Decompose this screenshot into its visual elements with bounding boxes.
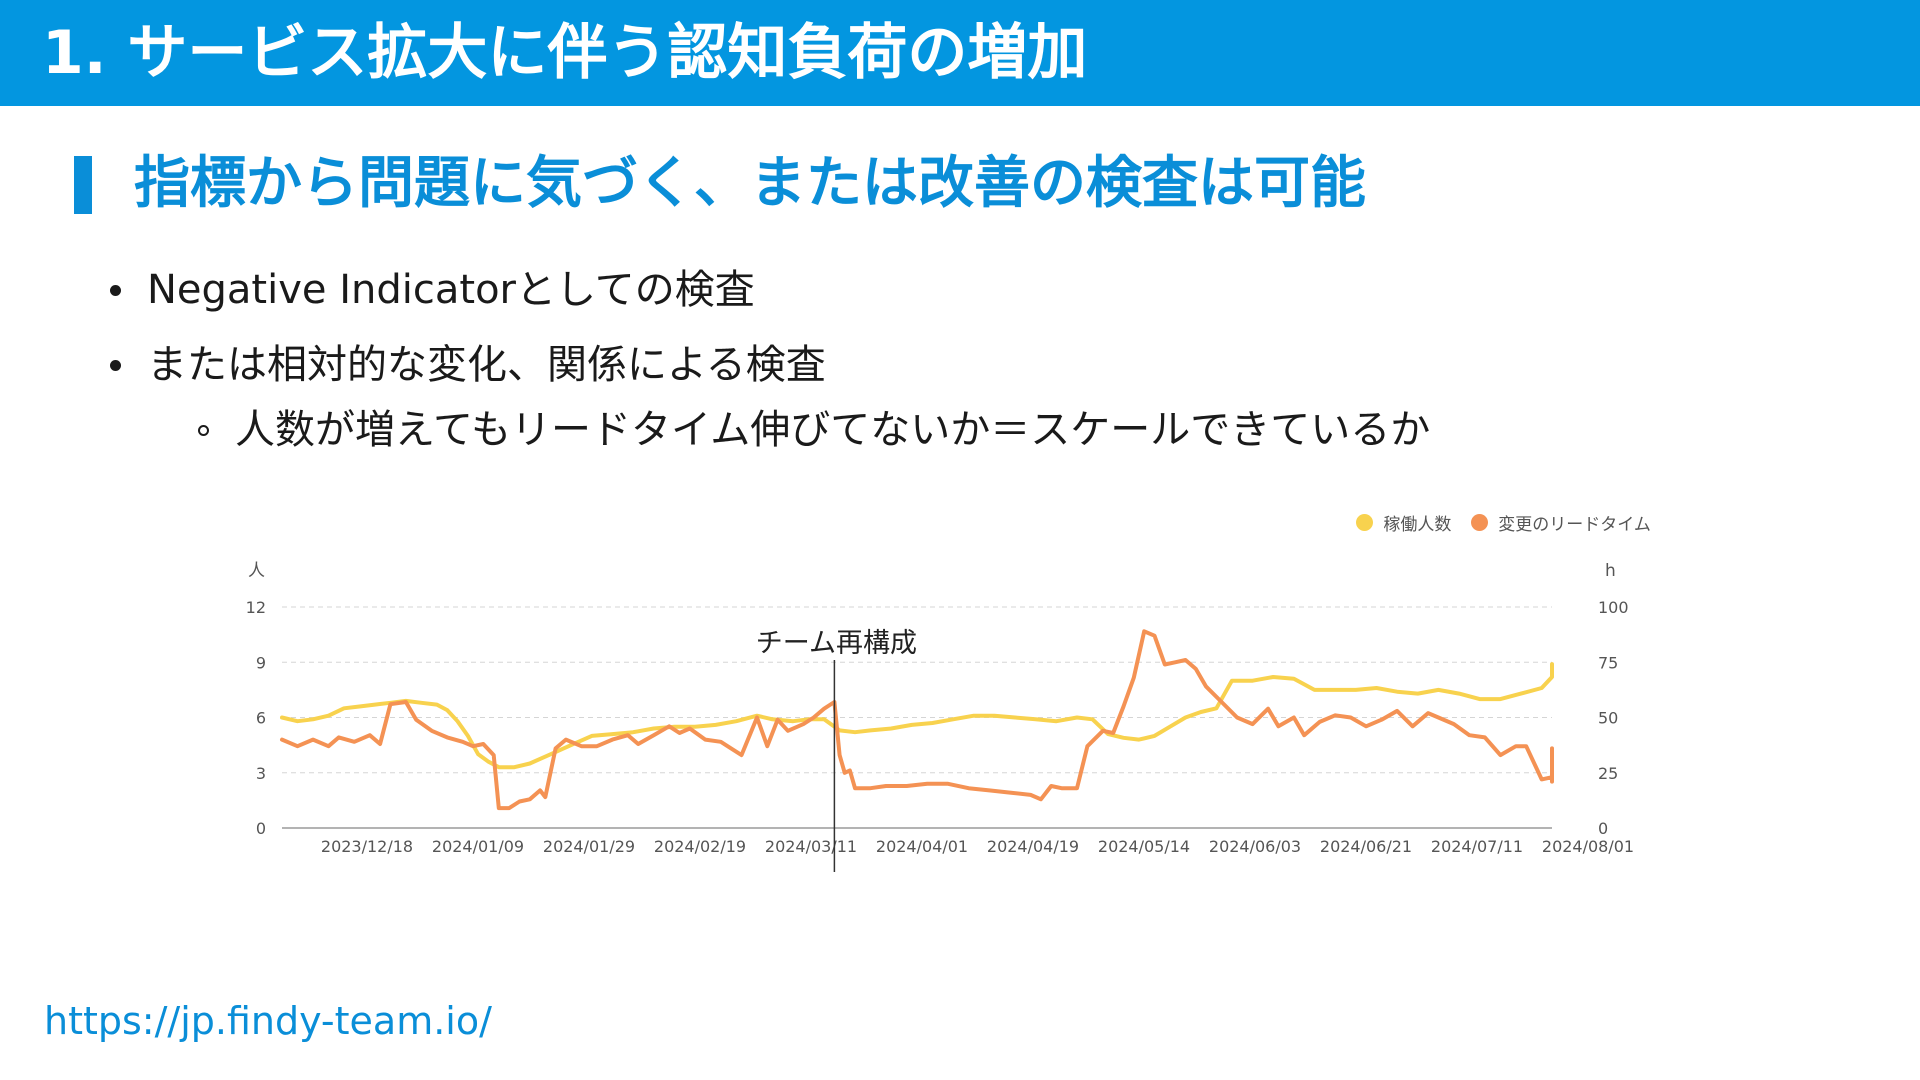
- section-title: 指標から問題に気づく、または改善の検査は可能: [134, 151, 1366, 216]
- x-tick-label: 2023/12/18: [321, 837, 413, 856]
- y-right-tick-label: 25: [1598, 764, 1618, 783]
- bullet-item: または相対的な変化、関係による検査: [147, 342, 826, 388]
- y-right-unit: h: [1605, 561, 1616, 581]
- y-right-tick-label: 100: [1598, 598, 1629, 617]
- x-tick-label: 2024/08/01: [1542, 837, 1634, 856]
- y-left-tick-label: 6: [256, 709, 266, 728]
- footer-url[interactable]: https://jp.findy-team.io/: [44, 999, 492, 1043]
- y-right-tick-label: 75: [1598, 653, 1618, 672]
- x-tick-label: 2024/07/11: [1431, 837, 1523, 856]
- legend-label-leadtime: 変更のリードタイム: [1498, 515, 1651, 535]
- x-tick-label: 2024/06/03: [1209, 837, 1301, 856]
- series-line-headcount: [280, 662, 1554, 770]
- legend-swatch-leadtime: [1470, 514, 1488, 531]
- x-tick-label: 2024/04/01: [876, 837, 968, 856]
- sub-bullet-item: 人数が増えてもリードタイム伸びてないか＝スケールできているか: [235, 407, 1431, 453]
- legend-label-headcount: 稼働人数: [1383, 515, 1452, 535]
- x-tick-label: 2024/06/21: [1320, 837, 1412, 856]
- y-right-tick-label: 0: [1598, 819, 1608, 838]
- x-tick-label: 2024/05/14: [1098, 837, 1190, 856]
- y-left-tick-label: 12: [246, 598, 266, 617]
- bullet-item: Negative Indicatorとしての検査: [147, 267, 755, 313]
- chart-legend: 稼働人数 変更のリードタイム: [1356, 510, 1665, 536]
- y-right-tick-label: 50: [1598, 709, 1618, 728]
- y-left-tick-label: 0: [256, 819, 266, 838]
- x-tick-label: 2024/01/29: [543, 837, 635, 856]
- legend-item-leadtime: 変更のリードタイム: [1470, 510, 1651, 535]
- header-bar: 1. サービス拡大に伴う認知負荷の増加: [0, 0, 1920, 106]
- y-left-unit: 人: [248, 561, 265, 581]
- y-left-tick-label: 3: [256, 764, 266, 783]
- x-tick-label: 2024/04/19: [987, 837, 1079, 856]
- page-title: 1. サービス拡大に伴う認知負荷の増加: [42, 18, 1088, 88]
- section-marker: [74, 156, 92, 214]
- x-tick-label: 2024/02/19: [654, 837, 746, 856]
- bullet-marker: [110, 360, 121, 371]
- y-left-tick-label: 9: [256, 653, 266, 672]
- bullet-marker: [110, 285, 121, 296]
- x-tick-label: 2024/03/11: [765, 837, 857, 856]
- annotation-label: チーム再構成: [756, 628, 917, 659]
- sub-bullet-marker: [198, 425, 209, 436]
- legend-item-headcount: 稼働人数: [1356, 510, 1451, 535]
- x-tick-label: 2024/01/09: [432, 837, 524, 856]
- legend-swatch-headcount: [1356, 514, 1373, 531]
- series-line-leadtime: [280, 629, 1554, 811]
